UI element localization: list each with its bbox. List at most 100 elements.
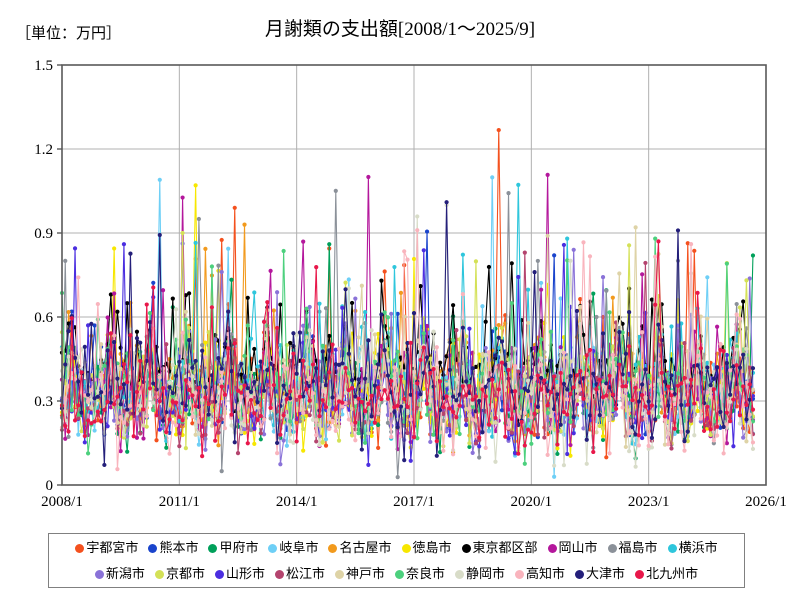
data-point [363,376,368,381]
data-point [610,392,615,397]
data-point [587,413,593,418]
data-point [470,401,475,406]
data-point [441,404,446,410]
legend-item-6[interactable]: 徳島市 [401,541,452,555]
legend-item-2[interactable]: 熊本市 [148,541,198,555]
data-point [711,438,716,443]
data-point [431,329,436,334]
data-point [356,335,361,340]
data-point [610,344,615,349]
data-point [424,401,430,406]
data-point [376,418,381,423]
data-point [281,358,286,363]
legend-item-7[interactable]: 東京都区部 [461,541,538,555]
legend-marker-icon [461,543,471,553]
legend-item-8[interactable]: 岡山市 [547,541,598,555]
data-point [682,418,687,423]
legend-item-12[interactable]: 京都市 [154,567,205,581]
data-point [216,430,221,435]
data-point [203,246,208,251]
data-point [385,373,391,378]
data-point [685,439,690,444]
legend-item-9[interactable]: 福島市 [607,541,658,555]
data-point [363,440,368,445]
data-point [535,404,540,410]
data-point [314,433,319,438]
legend-item-16[interactable]: 奈良市 [395,567,445,581]
data-point [310,362,316,367]
legend-item-15[interactable]: 神戸市 [334,567,385,581]
data-point [310,343,316,349]
data-point [610,352,615,357]
legend-item-5[interactable]: 名古屋市 [328,541,392,555]
data-point [617,362,622,367]
legend-item-3[interactable]: 甲府市 [208,541,258,555]
legend-item-13[interactable]: 山形市 [214,567,265,581]
data-point [382,388,387,393]
data-point [620,384,625,389]
data-point [737,381,743,386]
data-point [715,365,720,370]
data-point [718,420,723,425]
data-point [314,265,319,270]
data-point [600,426,606,431]
data-point [682,448,687,453]
legend-item-20[interactable]: 北九州市 [635,567,698,581]
data-point [633,464,638,469]
data-point [467,441,472,446]
data-point [666,403,671,408]
data-point [343,280,348,285]
data-point [711,376,716,381]
data-point [112,291,117,296]
data-point [288,340,293,346]
data-point [519,389,524,394]
data-point [653,302,658,307]
data-point [451,452,456,457]
data-point [734,344,739,349]
data-point [627,344,632,349]
legend-item-1[interactable]: 宇都宮市 [75,541,138,555]
data-point [659,394,664,399]
data-point [177,383,182,388]
legend-item-14[interactable]: 松江市 [274,567,325,581]
data-point [138,349,143,354]
data-point [327,348,332,353]
data-point [552,253,557,258]
data-point [160,386,166,391]
data-point [187,381,192,386]
data-point [444,382,449,387]
data-point [705,390,710,395]
data-point [193,385,198,390]
data-point [444,394,449,399]
data-point [600,434,606,439]
data-point [627,286,632,291]
data-point [203,436,208,441]
data-point [421,248,426,253]
legend-marker-icon [334,569,344,579]
legend-item-18[interactable]: 高知市 [515,567,565,581]
data-point [239,394,244,400]
data-point [183,407,188,412]
data-point [252,290,257,295]
data-point [219,370,224,375]
data-point [232,205,237,210]
data-point [232,440,237,445]
data-point [747,382,752,387]
data-point [379,278,384,283]
data-point [226,246,231,251]
data-point [636,399,641,404]
data-point [219,237,224,243]
legend-item-10[interactable]: 横浜市 [667,541,718,555]
data-point [421,386,426,391]
legend-item-11[interactable]: 新潟市 [94,567,145,581]
data-point [203,395,208,400]
legend-item-17[interactable]: 静岡市 [455,567,505,581]
data-point [451,409,456,414]
legend-item-4[interactable]: 岐阜市 [268,541,318,555]
data-point [216,385,221,390]
data-point [76,275,81,280]
data-point [525,378,531,383]
data-point [346,277,351,282]
legend-item-19[interactable]: 大津市 [575,567,625,581]
